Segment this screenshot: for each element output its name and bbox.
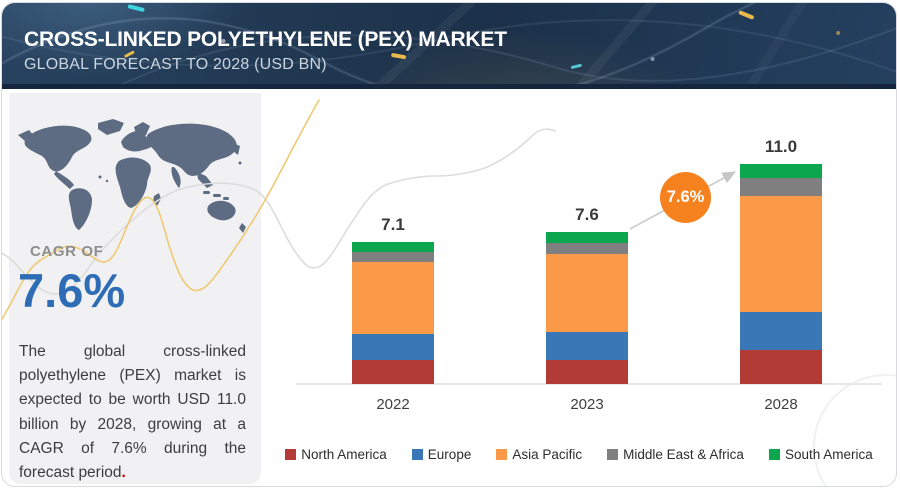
market-summary-text: The global cross-linked polyethylene (PE… — [19, 340, 246, 485]
bar-segment-north-america-2023 — [546, 360, 628, 384]
legend-swatch — [496, 449, 508, 460]
bar-segment-middle-east-africa-2028 — [740, 178, 822, 196]
x-axis-baseline — [296, 383, 882, 385]
legend-item-asia-pacific: Asia Pacific — [496, 447, 582, 462]
bar-segment-europe-2023 — [546, 332, 628, 360]
summary-period: . — [121, 464, 126, 482]
bar-segment-asia-pacific-2028 — [740, 196, 822, 312]
x-axis-label-2023: 2023 — [570, 396, 604, 413]
report-title: CROSS-LINKED POLYETHYLENE (PEX) MARKET — [24, 28, 507, 51]
header-bottom-strip — [2, 84, 896, 89]
legend-swatch — [411, 449, 423, 460]
bar-segment-asia-pacific-2023 — [546, 254, 628, 332]
summary-body: The global cross-linked polyethylene (PE… — [19, 343, 246, 482]
legend-item-south-america: South America — [768, 447, 873, 462]
cagr-value: 7.6% — [18, 264, 126, 317]
legend-item-middle-east-africa: Middle East & Africa — [607, 447, 744, 462]
legend-label: North America — [301, 447, 387, 462]
bar-total-label-2028: 11.0 — [764, 137, 798, 156]
legend-label: Europe — [427, 447, 472, 462]
bar-segment-europe-2022 — [352, 334, 434, 360]
legend-label: Middle East & Africa — [623, 447, 744, 462]
x-axis-label-2028: 2028 — [764, 396, 798, 413]
chart-legend: North America Europe Asia Pacific Middle Ea… — [264, 447, 894, 462]
legend-swatch — [768, 449, 780, 460]
report-subtitle: GLOBAL FORECAST TO 2028 (USD BN) — [24, 56, 327, 73]
legend-item-north-america: North America — [285, 447, 387, 462]
cagr-badge: 7.6% — [660, 172, 711, 223]
bar-segment-europe-2028 — [740, 312, 822, 350]
legend-label: South America — [784, 447, 873, 462]
bar-segment-north-america-2028 — [740, 350, 822, 384]
legend-item-europe: Europe — [411, 447, 472, 462]
bar-segment-middle-east-africa-2023 — [546, 243, 628, 254]
legend-swatch — [607, 449, 619, 460]
stacked-bar-2028 — [740, 164, 822, 384]
cagr-label: CAGR OF — [30, 243, 104, 260]
bar-segment-middle-east-africa-2022 — [352, 252, 434, 262]
stacked-bar-2023 — [546, 232, 628, 384]
stacked-bar-2022 — [352, 242, 434, 384]
bar-segment-north-america-2022 — [352, 360, 434, 384]
bar-segment-asia-pacific-2022 — [352, 262, 434, 334]
bar-segment-south-america-2022 — [352, 242, 434, 252]
bar-total-label-2022: 7.1 — [381, 215, 405, 234]
bar-segment-south-america-2028 — [740, 164, 822, 178]
report-header: CROSS-LINKED POLYETHYLENE (PEX) MARKET G… — [2, 3, 896, 89]
bar-segment-south-america-2023 — [546, 232, 628, 243]
legend-label: Asia Pacific — [512, 447, 583, 462]
x-axis-label-2022: 2022 — [376, 396, 410, 413]
world-map — [18, 119, 246, 233]
bar-total-label-2023: 7.6 — [575, 205, 599, 224]
legend-swatch — [285, 449, 297, 460]
